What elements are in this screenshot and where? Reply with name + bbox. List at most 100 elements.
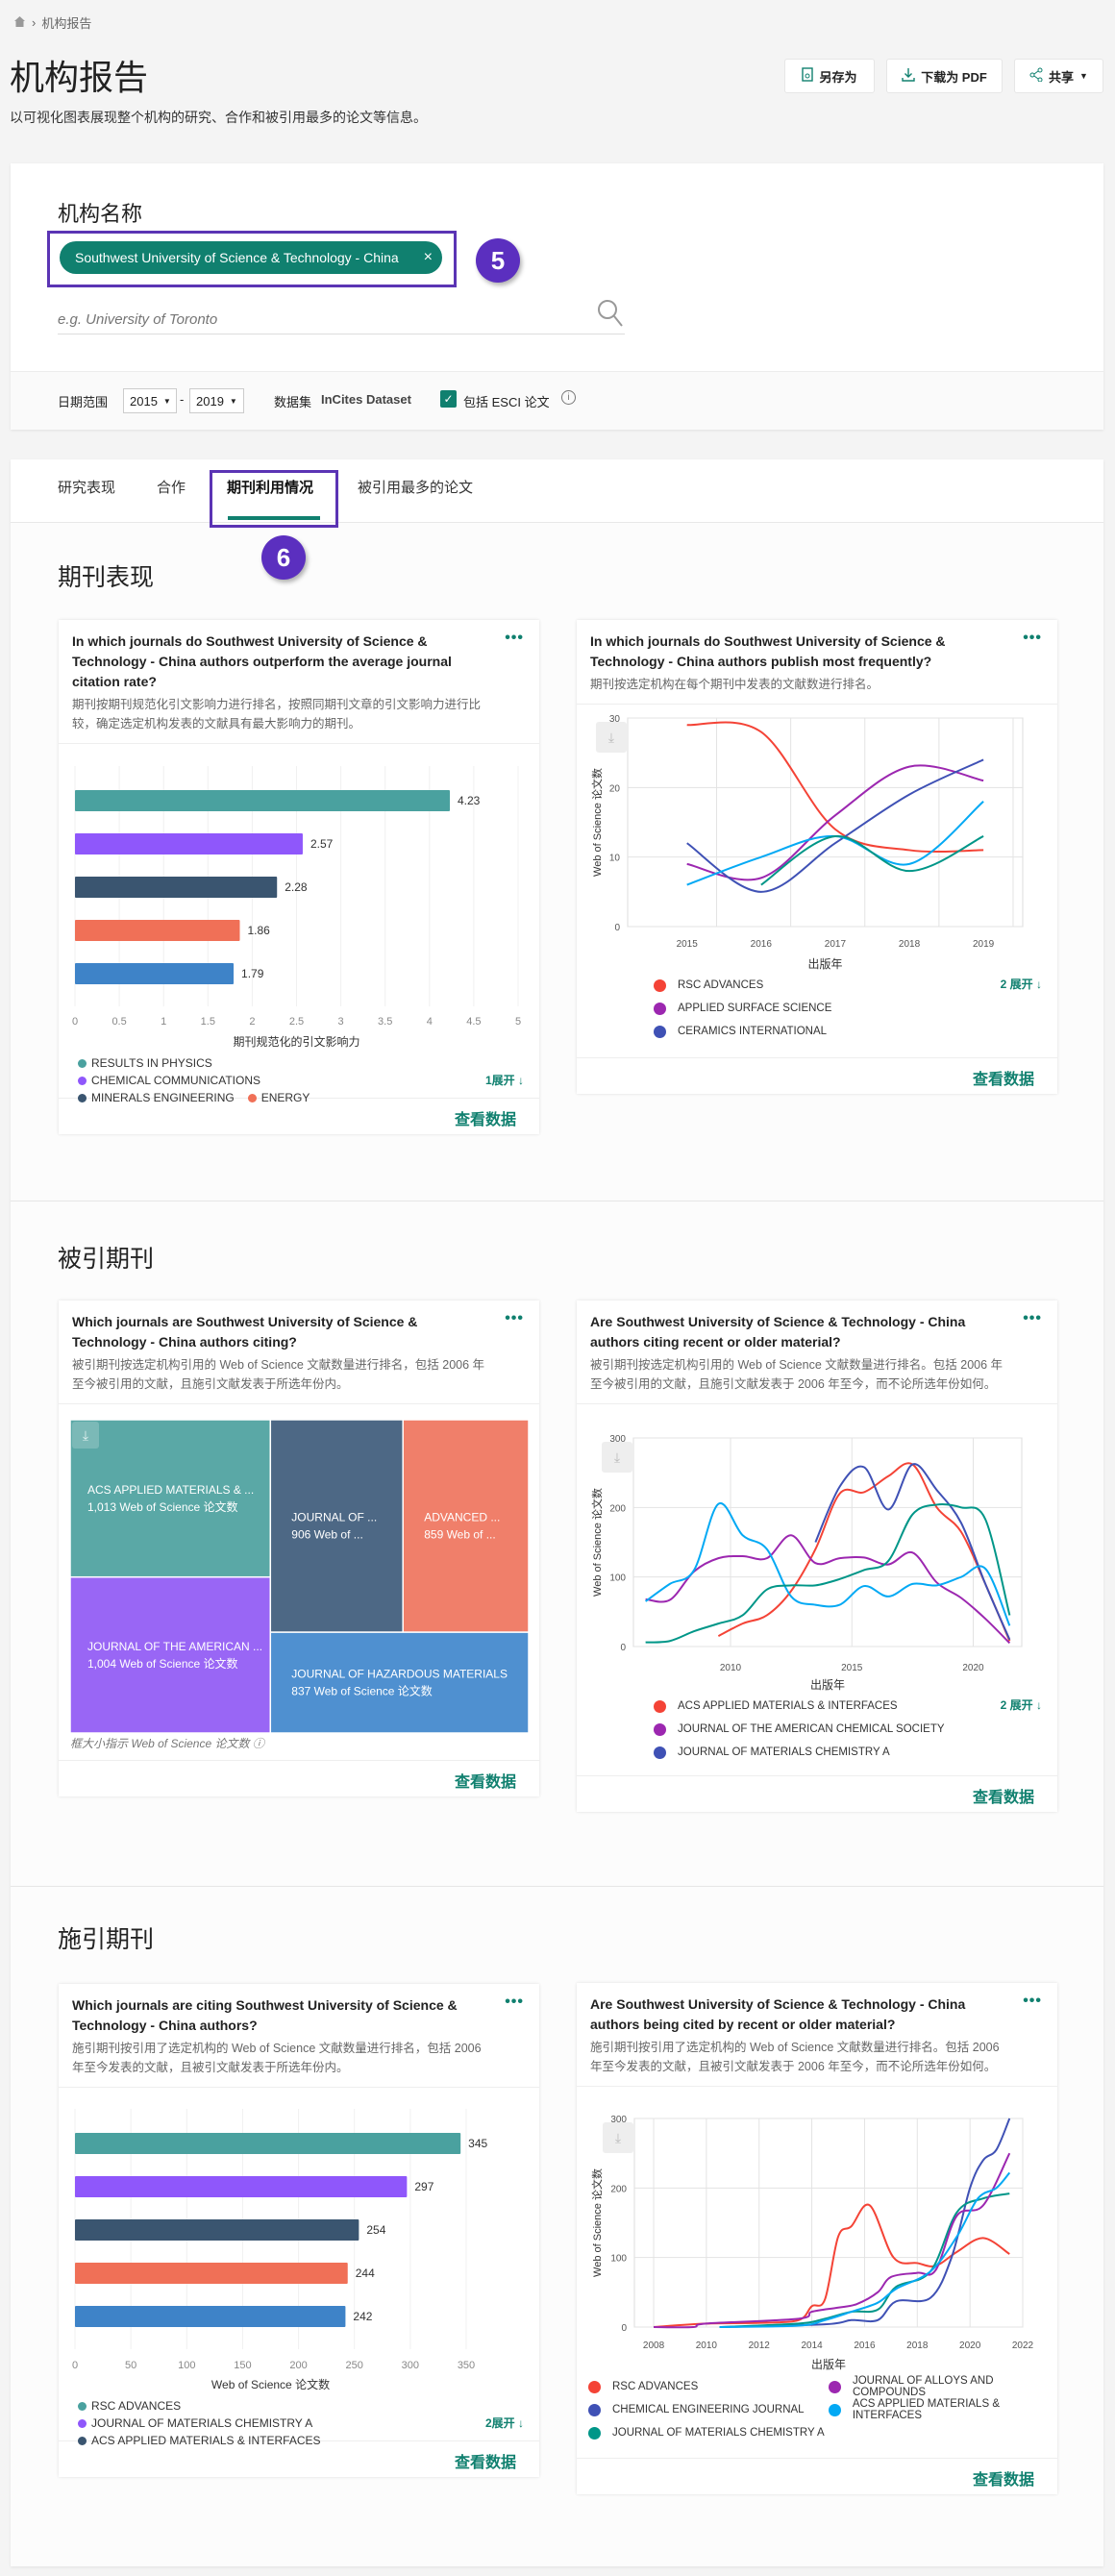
legend-item[interactable]: RSC ADVANCES [588, 2375, 829, 2398]
more-options-icon[interactable]: ••• [1023, 630, 1042, 646]
legend-label: MINERALS ENGINEERING [91, 1091, 235, 1104]
download-chart-icon[interactable]: ⤓ [603, 2122, 633, 2153]
x-tick-label: 4 [427, 1016, 433, 1028]
y-tick-label: 0 [614, 923, 620, 933]
home-icon[interactable] [13, 15, 26, 31]
legend-item[interactable]: CERAMICS INTERNATIONAL [654, 1020, 961, 1043]
legend-item[interactable]: MINERALS ENGINEERING [78, 1089, 235, 1106]
legend-item[interactable]: JOURNAL OF MATERIALS CHEMISTRY A [78, 2415, 312, 2432]
legend-item[interactable]: APPLIED SURFACE SCIENCE [654, 997, 961, 1020]
more-options-icon[interactable]: ••• [505, 1310, 524, 1326]
tab-most-cited-papers[interactable]: 被引用最多的论文 [358, 480, 474, 496]
series-line[interactable] [686, 764, 984, 881]
card-title: Which journals are citing Southwest Univ… [72, 1997, 458, 2033]
view-data-link[interactable]: 查看数据 [454, 1112, 516, 1128]
esci-checkbox[interactable]: ✓ [440, 390, 457, 408]
view-data-link[interactable]: 查看数据 [972, 2472, 1034, 2489]
search-icon[interactable] [596, 298, 625, 334]
tab-journal-usage[interactable]: 期刊利用情况 [227, 480, 314, 496]
series-line[interactable] [645, 1502, 1011, 1626]
download-chart-icon[interactable]: ⤓ [602, 1442, 632, 1473]
series-line[interactable] [686, 721, 984, 854]
year-from-select[interactable]: 2015 ▼ [123, 388, 177, 413]
bar-value-label: 297 [414, 2180, 434, 2193]
legend-item[interactable]: JOURNAL OF MATERIALS CHEMISTRY A [654, 1741, 961, 1764]
legend-item[interactable]: JOURNAL OF MATERIALS CHEMISTRY A [588, 2421, 829, 2444]
treemap-tile[interactable] [69, 1419, 272, 1578]
bar[interactable] [75, 2263, 348, 2284]
legend-item[interactable]: RSC ADVANCES [78, 2397, 181, 2415]
legend-item[interactable]: CHEMICAL ENGINEERING JOURNAL [588, 2398, 829, 2421]
caret-down-icon: ▼ [229, 396, 237, 406]
more-options-icon[interactable]: ••• [505, 1994, 524, 2010]
expand-legend-button[interactable]: 2 展开 ↓ [1000, 978, 1042, 991]
bar[interactable] [75, 833, 303, 855]
bar[interactable] [75, 877, 278, 898]
institution-chip[interactable]: Southwest University of Science & Techno… [60, 241, 442, 274]
legend-item[interactable]: ACS APPLIED MATERIALS & INTERFACES [654, 1695, 961, 1718]
download-chart-icon[interactable]: ⤓ [596, 722, 627, 753]
x-tick-label: 2017 [825, 939, 847, 950]
tab-research-performance[interactable]: 研究表现 [58, 480, 116, 496]
legend-item[interactable]: ACS APPLIED MATERIALS & INTERFACES [829, 2398, 1050, 2421]
card-description: 期刊按选定机构在每个期刊中发表的文献数进行排名。 [590, 678, 880, 691]
series-line[interactable] [719, 2171, 1011, 2328]
share-button[interactable]: 共享 ▼ [1014, 59, 1103, 93]
series-line[interactable] [719, 2192, 1010, 2328]
series-line[interactable] [645, 1534, 1011, 1645]
series-line[interactable] [719, 2118, 1011, 2328]
treemap-tile[interactable] [402, 1419, 530, 1633]
download-pdf-button[interactable]: 下载为 PDF [886, 59, 1003, 93]
card-header: Which journals are Southwest University … [59, 1300, 539, 1404]
expand-legend-button[interactable]: 2 展开 ↓ [1000, 1698, 1042, 1712]
bar[interactable] [75, 2306, 346, 2327]
series-line[interactable] [686, 758, 984, 893]
expand-legend-button[interactable]: 1展开 ↓ [484, 1074, 524, 1087]
bar[interactable] [75, 790, 451, 811]
series-line[interactable] [645, 1503, 1011, 1644]
section-heading: 施引期刊 [58, 1926, 155, 1953]
more-options-icon[interactable]: ••• [1023, 1310, 1042, 1326]
expand-legend-button[interactable]: 2展开 ↓ [484, 2416, 524, 2430]
view-data-link[interactable]: 查看数据 [972, 1790, 1034, 1806]
more-options-icon[interactable]: ••• [505, 630, 524, 646]
x-tick-label: 1 [161, 1016, 166, 1028]
y-tick-label: 0 [620, 1643, 626, 1653]
view-data-link[interactable]: 查看数据 [972, 1072, 1034, 1088]
institution-search-input[interactable] [58, 306, 625, 334]
legend-item[interactable]: JOURNAL OF ALLOYS AND COMPOUNDS [829, 2375, 1050, 2398]
bar[interactable] [75, 2176, 408, 2197]
download-chart-icon[interactable]: ⤓ [72, 1422, 99, 1449]
treemap-tile-value: 837 Web of Science 论文数 [291, 1684, 433, 1698]
legend-item[interactable]: RESULTS IN PHYSICS [78, 1054, 212, 1072]
info-icon[interactable]: i [561, 390, 576, 405]
tab-collaboration[interactable]: 合作 [157, 480, 186, 496]
view-data-link[interactable]: 查看数据 [454, 1774, 516, 1791]
bar-value-label: 2.28 [285, 880, 308, 894]
legend-dot-icon [78, 1076, 87, 1085]
treemap-tile[interactable] [269, 1631, 530, 1734]
treemap-tile[interactable] [69, 1575, 272, 1734]
year-to-select[interactable]: 2019 ▼ [189, 388, 244, 413]
legend-item[interactable]: RSC ADVANCES [654, 974, 961, 997]
bar[interactable] [75, 2219, 359, 2241]
view-data-link[interactable]: 查看数据 [454, 2455, 516, 2471]
bar[interactable] [75, 963, 235, 984]
treemap-tile[interactable] [269, 1419, 404, 1633]
more-options-icon[interactable]: ••• [1023, 1993, 1042, 2009]
series-line[interactable] [717, 1462, 1011, 1642]
legend-item[interactable]: ACS APPLIED MATERIALS & INTERFACES [78, 2432, 321, 2449]
bar[interactable] [75, 920, 240, 941]
close-icon[interactable]: × [423, 249, 433, 265]
bar[interactable] [75, 2133, 461, 2154]
series-line[interactable] [654, 2152, 1011, 2329]
x-tick-label: 200 [289, 2360, 307, 2371]
series-line[interactable] [653, 2203, 1010, 2328]
legend-item[interactable]: ENERGY [247, 1089, 310, 1106]
save-as-button[interactable]: 另存为 [784, 59, 875, 93]
legend-item[interactable]: JOURNAL OF THE AMERICAN CHEMICAL SOCIETY [654, 1718, 961, 1741]
page-title: 机构报告 [10, 58, 149, 97]
y-axis-label: Web of Science 论文数 [590, 2168, 604, 2277]
legend-item[interactable]: CHEMICAL COMMUNICATIONS [78, 1072, 260, 1089]
series-line[interactable] [760, 834, 984, 886]
